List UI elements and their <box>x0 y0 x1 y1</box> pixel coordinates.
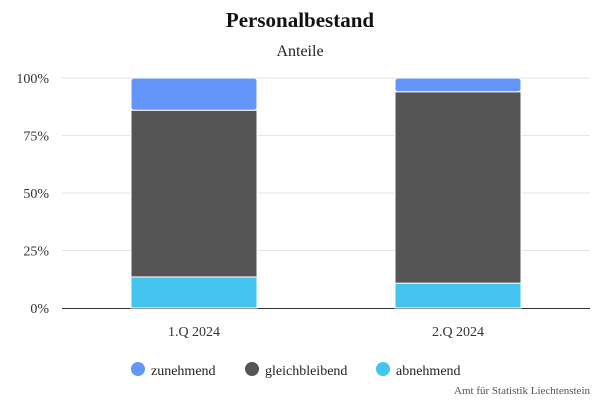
credit-text: Amt für Statistik Liechtenstein <box>454 385 590 397</box>
y-tick-label: 75% <box>23 130 49 145</box>
bars <box>130 77 522 309</box>
y-tick-label: 50% <box>23 187 49 202</box>
legend-item-zunehmend[interactable]: zunehmend <box>131 362 216 379</box>
legend-label: gleichbleibend <box>265 364 347 379</box>
legend-item-abnehmend[interactable]: abnehmend <box>376 362 461 379</box>
x-tick-label: 2.Q 2024 <box>432 325 484 340</box>
legend-marker <box>131 362 145 376</box>
legend-label: zunehmend <box>151 364 216 379</box>
y-axis-ticks: 0% 25% 50% 75% 100% <box>16 72 49 317</box>
legend-marker <box>376 362 390 376</box>
legend-item-gleichbleibend[interactable]: gleichbleibend <box>245 362 347 379</box>
bar-zunehmend-2 <box>394 77 522 93</box>
legend: zunehmend gleichbleibend abnehmend <box>131 362 461 379</box>
y-tick-label: 25% <box>23 245 49 260</box>
bar-abnehmend-2 <box>394 282 522 309</box>
legend-label: abnehmend <box>396 364 461 379</box>
x-axis-ticks: 1.Q 2024 2.Q 2024 <box>168 325 484 340</box>
legend-marker <box>245 362 259 376</box>
bar-abnehmend-1 <box>130 276 258 309</box>
chart-title: Personalbestand <box>226 8 375 32</box>
x-tick-label: 1.Q 2024 <box>168 325 220 340</box>
chart-subtitle: Anteile <box>276 43 323 60</box>
y-tick-label: 100% <box>16 72 49 87</box>
bar-gleichbleibend-1 <box>130 109 258 278</box>
bar-zunehmend-1 <box>130 77 258 111</box>
bar-gleichbleibend-2 <box>394 91 522 284</box>
y-tick-label: 0% <box>30 302 49 317</box>
